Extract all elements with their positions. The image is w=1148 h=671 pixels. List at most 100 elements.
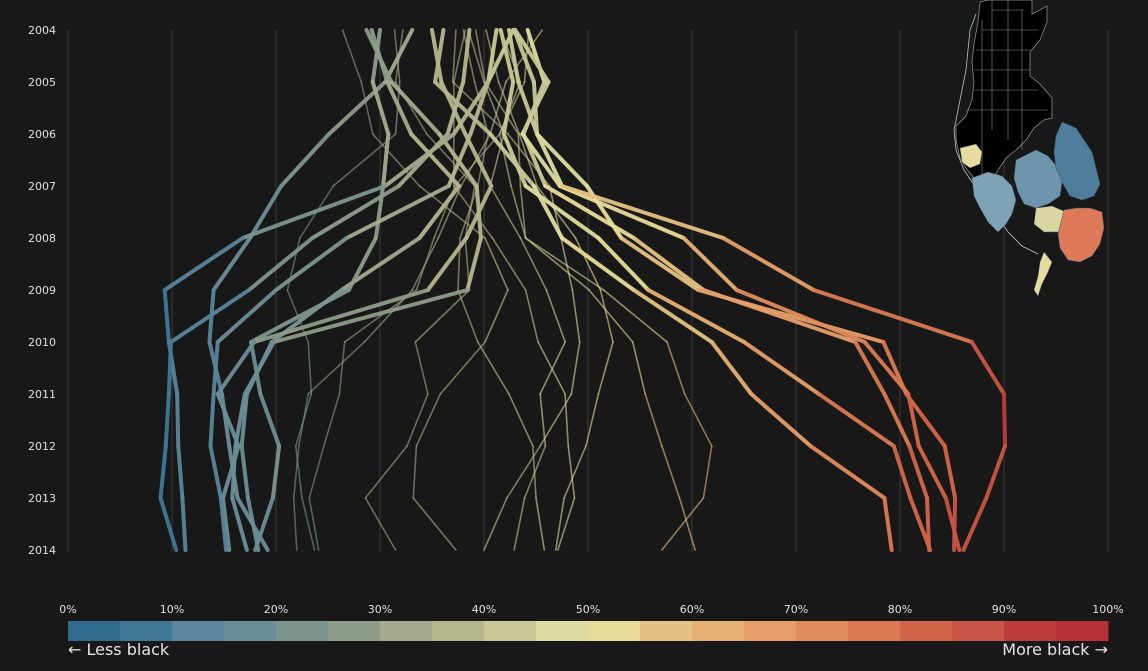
- series-segment: [563, 445, 587, 499]
- colorbar-swatch: [848, 621, 901, 641]
- series-segment: [510, 185, 527, 239]
- series-segment: [215, 392, 241, 448]
- colorbar-swatch: [692, 621, 745, 641]
- series-segment: [678, 497, 696, 551]
- series-segment: [969, 340, 1006, 396]
- map-region-east-coast: [1053, 121, 1101, 201]
- series-segment: [539, 341, 566, 395]
- series-segment: [619, 236, 701, 292]
- series-segment: [517, 133, 522, 187]
- series-segment: [364, 28, 394, 84]
- series-segment: [488, 132, 536, 188]
- series-segment: [451, 80, 491, 136]
- series-segment: [370, 28, 382, 84]
- series-segment: [248, 184, 284, 240]
- map-region-central: [1013, 149, 1063, 209]
- series-segment: [215, 340, 257, 396]
- series-segment: [483, 497, 508, 551]
- series-segment: [220, 496, 232, 552]
- series-segment: [816, 392, 896, 448]
- series-segment: [453, 29, 467, 83]
- colorbar-swatch: [1056, 621, 1109, 641]
- series-segment: [508, 393, 534, 447]
- series-segment: [602, 289, 668, 343]
- year-label: 2006: [28, 128, 56, 141]
- colorbar-swatch: [796, 621, 849, 641]
- series-segment: [307, 341, 366, 395]
- series-segment: [597, 341, 614, 395]
- series-segment: [433, 28, 446, 84]
- county-map-inset: [953, 0, 1105, 297]
- series-segment: [513, 28, 551, 84]
- series-segment: [588, 289, 634, 343]
- series-segment: [240, 184, 388, 240]
- year-label: 2014: [28, 544, 56, 557]
- series-segment: [406, 393, 429, 447]
- series-segment: [524, 289, 539, 343]
- series-segment: [360, 81, 374, 135]
- series-segment: [381, 132, 391, 188]
- series-segment: [571, 289, 581, 343]
- x-tick-label: 90%: [992, 603, 1016, 616]
- series-segment: [811, 288, 974, 344]
- series-segment: [952, 496, 958, 552]
- map-region-tampa: [959, 143, 983, 169]
- series-segment: [882, 392, 912, 448]
- series-segment: [484, 289, 509, 343]
- colorbar-swatch: [120, 621, 173, 641]
- series-segment: [270, 444, 282, 500]
- series-segment: [943, 496, 962, 552]
- series-segment: [439, 341, 486, 395]
- series-segment: [294, 445, 303, 499]
- series-segment: [467, 29, 485, 83]
- series-segment: [523, 29, 530, 83]
- series-segment: [301, 497, 316, 551]
- series-segment: [253, 496, 275, 552]
- series-segment: [271, 288, 470, 344]
- colorbar-swatch: [68, 621, 121, 641]
- colorbar-swatch: [1004, 621, 1057, 641]
- series-segment: [464, 184, 494, 240]
- series-segment: [364, 445, 408, 499]
- series-segment: [506, 28, 521, 84]
- series-segment: [489, 185, 522, 239]
- series-segment: [344, 184, 451, 240]
- series-segment: [631, 341, 647, 395]
- series-segment: [383, 28, 415, 84]
- series-segment: [370, 80, 391, 136]
- series-segment: [501, 132, 528, 188]
- legend-more-black: More black →: [1002, 640, 1108, 659]
- map-region-keys: [1033, 251, 1053, 297]
- series-segment: [523, 184, 601, 240]
- x-tick-label: 40%: [472, 603, 496, 616]
- series-segment: [904, 392, 947, 448]
- series-segment: [520, 132, 562, 188]
- year-label: 2012: [28, 440, 56, 453]
- series-segment: [249, 340, 263, 396]
- series-segment: [211, 236, 252, 292]
- series-segment: [808, 444, 887, 500]
- x-tick-label: 70%: [784, 603, 808, 616]
- series-segment: [519, 185, 527, 239]
- colorbar-swatch: [640, 621, 693, 641]
- year-label: 2010: [28, 336, 56, 349]
- series-segment: [218, 496, 229, 552]
- series-segment: [916, 444, 948, 500]
- series-segment: [696, 288, 886, 344]
- year-label: 2005: [28, 76, 56, 89]
- series-segment: [364, 497, 397, 551]
- x-tick-label: 10%: [160, 603, 184, 616]
- series-segment: [644, 393, 663, 447]
- year-label: 2004: [28, 24, 56, 37]
- series-segment: [176, 444, 185, 500]
- colorbar-swatch: [744, 621, 797, 641]
- year-label: 2008: [28, 232, 56, 245]
- series-segment: [208, 392, 216, 448]
- series-segment: [158, 496, 179, 552]
- x-tick-label: 20%: [264, 603, 288, 616]
- series-segment: [599, 289, 614, 343]
- series-segment: [907, 444, 930, 500]
- series-segment: [453, 185, 494, 239]
- series-segment: [734, 288, 867, 344]
- x-tick-label: 0%: [59, 603, 76, 616]
